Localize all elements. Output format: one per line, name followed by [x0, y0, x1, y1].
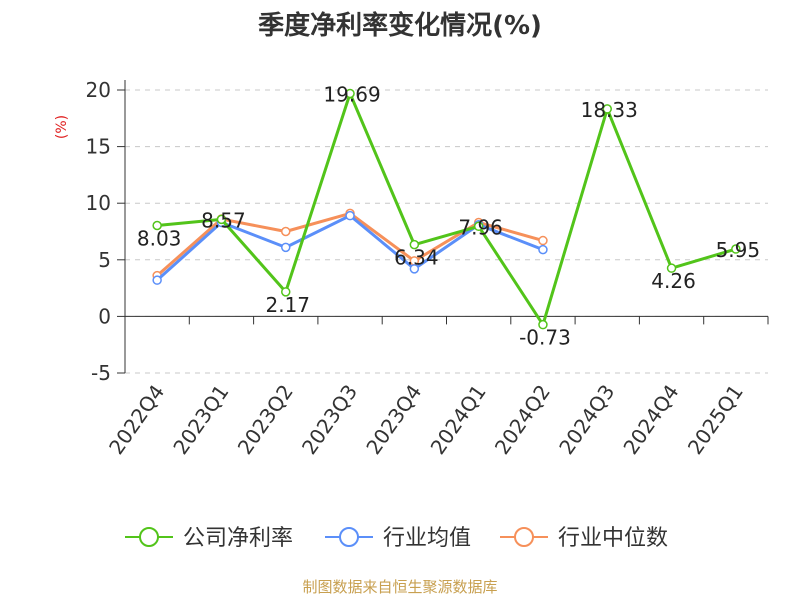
x-tick-label: 2023Q1: [168, 380, 233, 459]
data-label: 5.95: [716, 238, 761, 262]
data-point[interactable]: [473, 221, 484, 232]
legend-swatch-marker: [514, 527, 534, 547]
data-label: 8.03: [137, 227, 182, 251]
y-tick-label: 15: [86, 135, 111, 159]
data-point[interactable]: [409, 264, 420, 274]
y-tick-label: -5: [91, 361, 111, 385]
y-axis-label: (%): [54, 115, 70, 139]
series-group: [152, 88, 741, 330]
data-point[interactable]: [281, 242, 291, 253]
data-point[interactable]: [538, 235, 548, 246]
data-label: -0.73: [519, 326, 571, 350]
source-note: 制图数据来自恒生聚源数据库: [302, 578, 497, 596]
x-tick-label: 2023Q4: [361, 380, 426, 459]
data-point[interactable]: [216, 214, 227, 225]
data-label: 4.26: [651, 269, 696, 293]
legend-item-1[interactable]: 行业均值: [325, 526, 471, 551]
legend-label: 公司净利率: [183, 526, 293, 551]
y-tick-label: 10: [86, 191, 111, 215]
legend[interactable]: 公司净利率 行业均值 行业中位数: [125, 526, 668, 551]
data-point[interactable]: [152, 275, 162, 285]
series-line: [157, 92, 737, 327]
x-tick-label: 2023Q3: [297, 380, 362, 459]
legend-label: 行业均值: [383, 526, 471, 551]
x-tick-label: 2023Q2: [233, 380, 298, 459]
data-point[interactable]: [281, 226, 291, 237]
data-label: 8.57: [201, 208, 246, 232]
data-point[interactable]: [409, 239, 420, 250]
y-tick-label: 20: [86, 78, 111, 102]
data-labels: 8.03 8.57 2.17 19.69 6.34 7.96 -0.73 18.33 4.26 5…: [137, 83, 760, 350]
y-tick-label: 5: [98, 248, 111, 272]
data-label: 19.69: [323, 83, 380, 107]
legend-item-2[interactable]: 行业中位数: [500, 526, 668, 551]
data-point[interactable]: [345, 88, 355, 99]
legend-item-0[interactable]: 公司净利率: [125, 526, 293, 551]
x-tick-label: 2025Q1: [683, 380, 748, 459]
x-tick-label: 2024Q1: [426, 380, 491, 459]
y-tick-label: 0: [98, 304, 111, 328]
legend-swatch-marker: [339, 527, 359, 547]
data-point[interactable]: [538, 319, 548, 330]
data-point[interactable]: [152, 220, 162, 231]
x-tick-label: 2024Q3: [554, 380, 619, 459]
legend-label: 行业中位数: [558, 526, 668, 551]
data-point[interactable]: [281, 287, 291, 297]
data-label: 7.96: [458, 215, 503, 239]
data-point[interactable]: [602, 104, 612, 114]
data-label: 18.33: [581, 98, 638, 122]
data-point[interactable]: [538, 244, 548, 255]
data-label: 2.17: [265, 293, 310, 317]
data-point[interactable]: [666, 263, 677, 273]
x-tick-label: 2022Q4: [104, 380, 169, 459]
data-label: 6.34: [394, 246, 439, 270]
x-tick-label: 2024Q2: [490, 380, 555, 459]
series-0: [152, 88, 741, 330]
legend-swatch-marker: [139, 527, 159, 547]
data-point[interactable]: [345, 210, 355, 221]
x-tick-label: 2024Q4: [618, 380, 683, 459]
data-point[interactable]: [731, 244, 741, 254]
chart-title: 季度净利率变化情况(%): [258, 10, 542, 41]
